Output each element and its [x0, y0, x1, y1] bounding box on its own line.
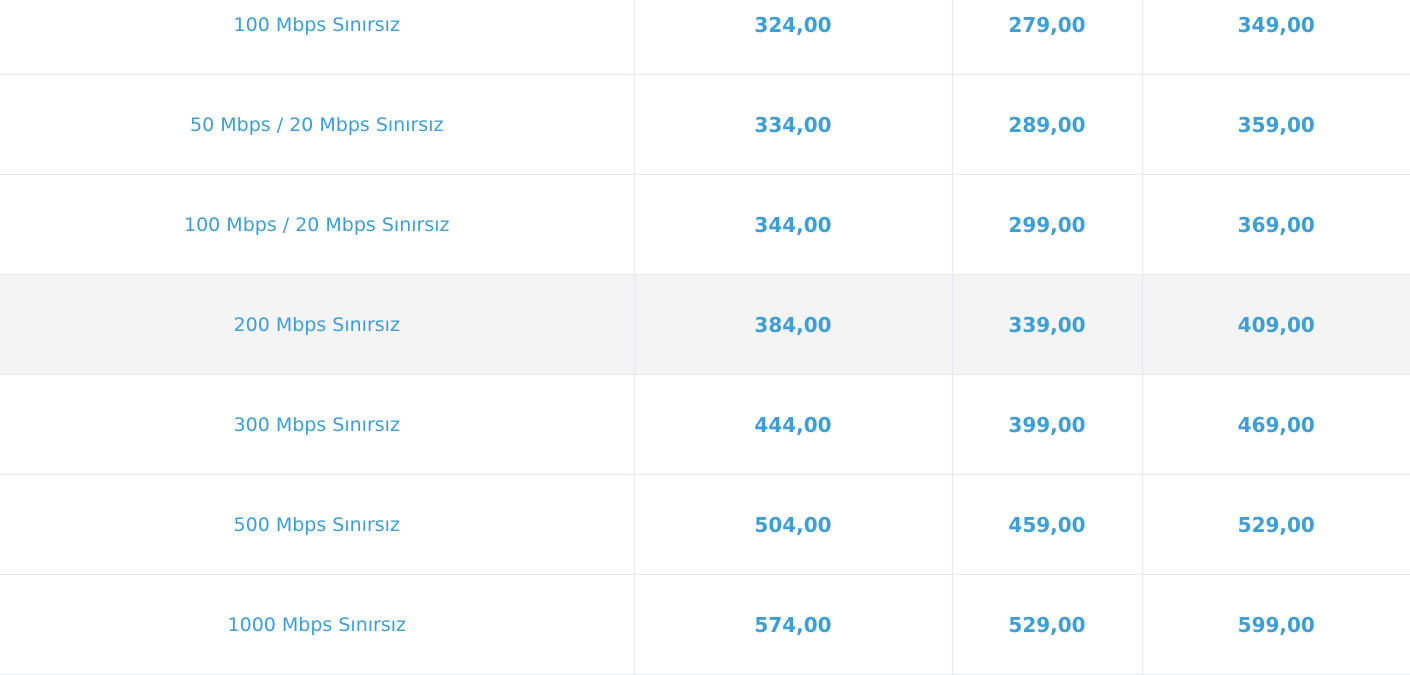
plan-name-cell: 1000 Mbps Sınırsız: [0, 574, 634, 675]
table-row: 200 Mbps Sınırsız 384,00 339,00 409,00: [0, 274, 1410, 375]
plan-name-cell: 50 Mbps / 20 Mbps Sınırsız: [0, 74, 634, 175]
price-cell-3: 469,00: [1141, 374, 1410, 475]
price-cell-2: 299,00: [951, 174, 1142, 275]
price-cell-1: 384,00: [633, 274, 952, 375]
price-cell-1: 574,00: [633, 574, 952, 675]
price-cell-2: 339,00: [951, 274, 1142, 375]
price-cell-3: 349,00: [1141, 0, 1410, 75]
price-cell-1: 444,00: [633, 374, 952, 475]
price-cell-2: 289,00: [951, 74, 1142, 175]
table-row: 100 Mbps / 20 Mbps Sınırsız 344,00 299,00 3…: [0, 174, 1410, 275]
price-cell-3: 359,00: [1141, 74, 1410, 175]
price-cell-2: 529,00: [951, 574, 1142, 675]
plan-name-cell: 100 Mbps / 20 Mbps Sınırsız: [0, 174, 634, 275]
price-cell-1: 504,00: [633, 474, 952, 575]
plan-name-cell: 500 Mbps Sınırsız: [0, 474, 634, 575]
price-cell-1: 334,00: [633, 74, 952, 175]
plan-name-cell: 200 Mbps Sınırsız: [0, 274, 634, 375]
table-row: 1000 Mbps Sınırsız 574,00 529,00 599,00: [0, 574, 1410, 675]
price-cell-3: 409,00: [1141, 274, 1410, 375]
table-row: 300 Mbps Sınırsız 444,00 399,00 469,00: [0, 374, 1410, 475]
table-row: 50 Mbps / 20 Mbps Sınırsız 334,00 289,00 35…: [0, 74, 1410, 175]
price-cell-1: 344,00: [633, 174, 952, 275]
price-cell-2: 459,00: [951, 474, 1142, 575]
price-cell-2: 399,00: [951, 374, 1142, 475]
price-cell-3: 529,00: [1141, 474, 1410, 575]
plan-name-cell: 300 Mbps Sınırsız: [0, 374, 634, 475]
plan-name-cell: 100 Mbps Sınırsız: [0, 0, 634, 75]
price-cell-2: 279,00: [951, 0, 1142, 75]
price-cell-1: 324,00: [633, 0, 952, 75]
table-row: 100 Mbps Sınırsız 324,00 279,00 349,00: [0, 0, 1410, 75]
price-cell-3: 599,00: [1141, 574, 1410, 675]
table-row: 500 Mbps Sınırsız 504,00 459,00 529,00: [0, 474, 1410, 575]
price-cell-3: 369,00: [1141, 174, 1410, 275]
